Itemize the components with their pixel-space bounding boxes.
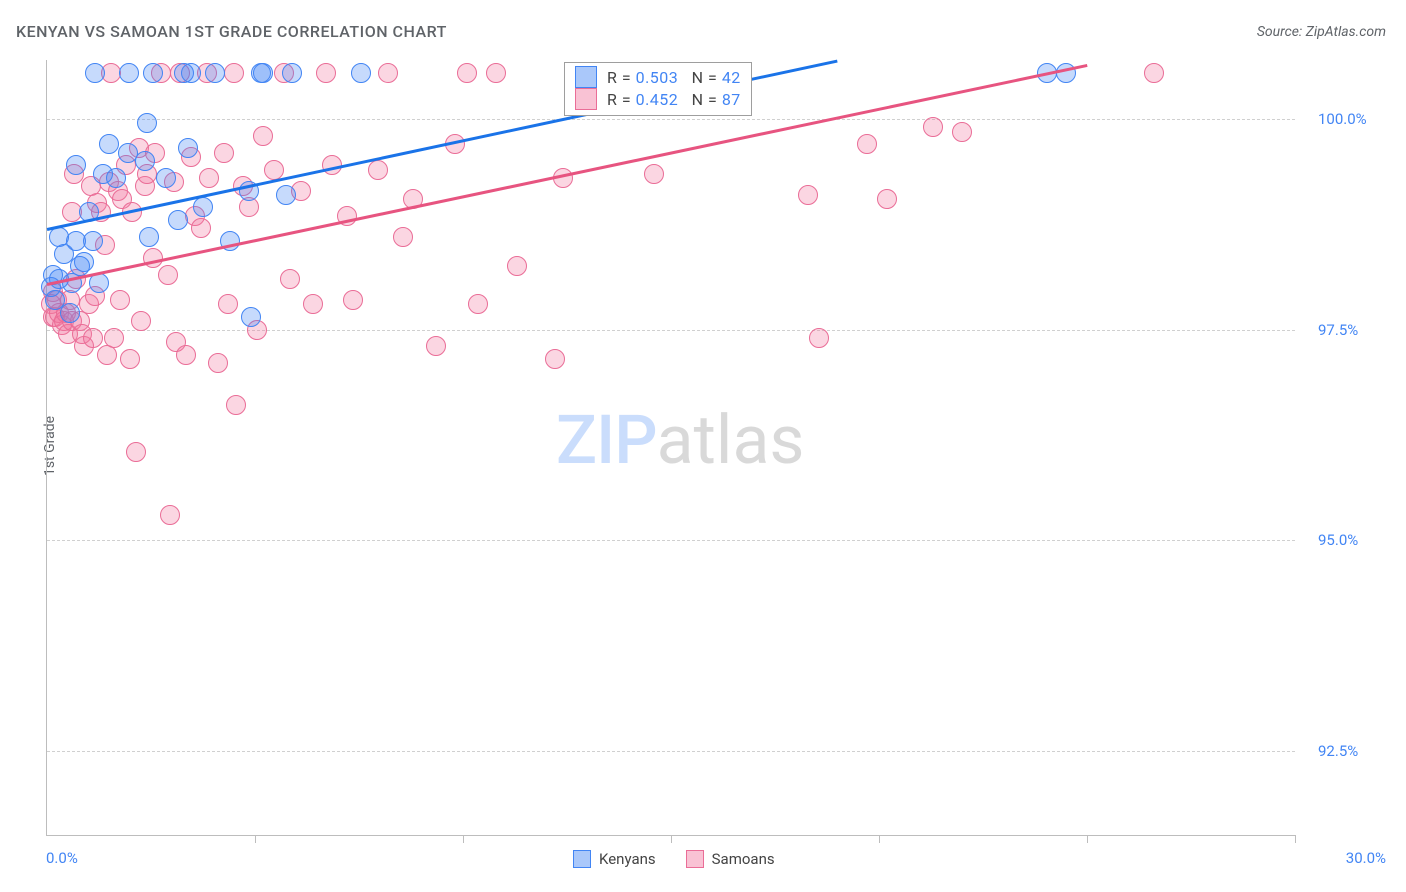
x-max-label: 30.0%	[1346, 849, 1386, 867]
data-point	[199, 168, 219, 188]
data-point	[276, 185, 296, 205]
legend-swatch	[575, 88, 597, 110]
data-point	[545, 349, 565, 369]
data-point	[393, 227, 413, 247]
data-point	[60, 303, 80, 323]
x-tick	[671, 835, 672, 843]
data-point	[85, 63, 105, 83]
data-point	[191, 218, 211, 238]
data-point	[253, 126, 273, 146]
correlation-legend: R = 0.503 N = 42 R = 0.452 N = 87	[564, 62, 752, 116]
data-point	[798, 185, 818, 205]
data-point	[89, 273, 109, 293]
series-legend: Kenyans Samoans	[573, 850, 775, 868]
data-point	[218, 294, 238, 314]
y-tick-label: 97.5%	[1318, 321, 1358, 339]
chart-container: KENYAN VS SAMOAN 1ST GRADE CORRELATION C…	[0, 0, 1406, 892]
legend-label: Samoans	[712, 850, 775, 868]
x-min-label: 0.0%	[46, 849, 78, 867]
data-point	[143, 63, 163, 83]
data-point	[952, 122, 972, 142]
correlation-text: R = 0.503 N = 42	[607, 68, 741, 87]
gridline	[47, 540, 1295, 541]
data-point	[83, 231, 103, 251]
legend-swatch	[573, 850, 591, 868]
y-tick-label: 100.0%	[1318, 110, 1367, 128]
legend-label: Kenyans	[599, 850, 656, 868]
data-point	[181, 63, 201, 83]
chart-title: KENYAN VS SAMOAN 1ST GRADE CORRELATION C…	[16, 22, 447, 41]
legend-swatch	[575, 66, 597, 88]
data-point	[1056, 63, 1076, 83]
source-label: Source: ZipAtlas.com	[1257, 24, 1386, 40]
legend-swatch	[686, 850, 704, 868]
correlation-row: R = 0.503 N = 42	[575, 66, 741, 88]
data-point	[351, 63, 371, 83]
data-point	[158, 265, 178, 285]
data-point	[224, 63, 244, 83]
data-point	[857, 134, 877, 154]
data-point	[923, 117, 943, 137]
data-point	[316, 63, 336, 83]
data-point	[264, 160, 284, 180]
correlation-row: R = 0.452 N = 87	[575, 88, 741, 110]
data-point	[74, 252, 94, 272]
data-point	[877, 189, 897, 209]
data-point	[99, 134, 119, 154]
data-point	[468, 294, 488, 314]
data-point	[280, 269, 300, 289]
x-tick	[879, 835, 880, 843]
data-point	[119, 63, 139, 83]
correlation-text: R = 0.452 N = 87	[607, 90, 741, 109]
data-point	[426, 336, 446, 356]
data-point	[160, 505, 180, 525]
data-point	[66, 155, 86, 175]
data-point	[303, 294, 323, 314]
data-point	[214, 143, 234, 163]
y-tick-label: 95.0%	[1318, 531, 1358, 549]
data-point	[208, 353, 228, 373]
data-point	[168, 210, 188, 230]
data-point	[507, 256, 527, 276]
data-point	[378, 63, 398, 83]
data-point	[126, 442, 146, 462]
data-point	[809, 328, 829, 348]
data-point	[83, 328, 103, 348]
data-point	[106, 168, 126, 188]
x-tick	[1295, 835, 1296, 843]
data-point	[226, 395, 246, 415]
x-tick	[463, 835, 464, 843]
data-point	[282, 63, 302, 83]
gridline	[47, 751, 1295, 752]
gridline	[47, 330, 1295, 331]
data-point	[486, 63, 506, 83]
data-point	[120, 349, 140, 369]
data-point	[110, 290, 130, 310]
data-point	[644, 164, 664, 184]
data-point	[176, 345, 196, 365]
legend-item: Kenyans	[573, 850, 656, 868]
data-point	[241, 307, 261, 327]
data-point	[104, 328, 124, 348]
data-point	[131, 311, 151, 331]
data-point	[137, 113, 157, 133]
data-point	[253, 63, 273, 83]
data-point	[368, 160, 388, 180]
legend-item: Samoans	[686, 850, 775, 868]
data-point	[1144, 63, 1164, 83]
plot-area	[46, 60, 1295, 836]
data-point	[205, 63, 225, 83]
x-tick	[1087, 835, 1088, 843]
data-point	[457, 63, 477, 83]
data-point	[156, 168, 176, 188]
data-point	[343, 290, 363, 310]
data-point	[193, 197, 213, 217]
y-tick-label: 92.5%	[1318, 742, 1358, 760]
x-tick	[255, 835, 256, 843]
gridline	[47, 119, 1295, 120]
data-point	[135, 151, 155, 171]
data-point	[178, 138, 198, 158]
data-point	[139, 227, 159, 247]
